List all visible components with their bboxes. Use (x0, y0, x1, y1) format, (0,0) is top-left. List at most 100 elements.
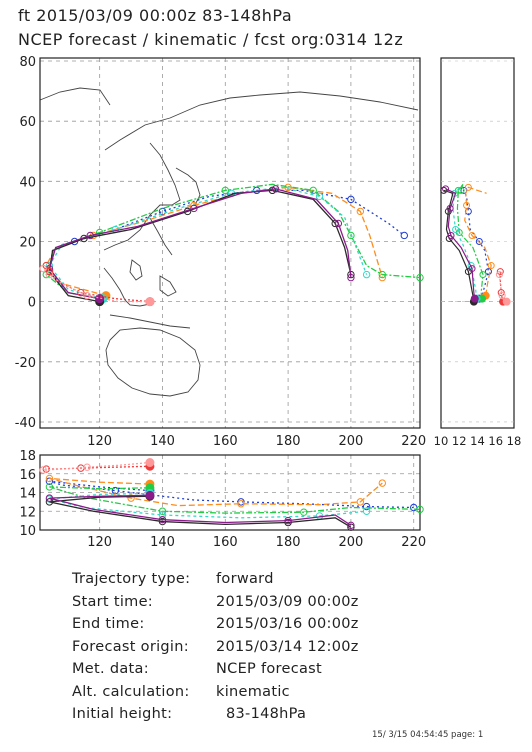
right-series-point (479, 271, 487, 279)
bottom-series-point (83, 463, 91, 471)
coastline (129, 259, 143, 281)
bottom-series-point (158, 507, 167, 515)
coastline (104, 91, 419, 151)
right-series-point (475, 237, 483, 245)
bottom-series-point (158, 517, 167, 526)
right-series-line (452, 186, 478, 299)
map-series-point (400, 231, 408, 240)
map-series-line (48, 188, 352, 300)
map-x-tick-label: 220 (401, 434, 426, 449)
info-label-alt-calc: Alt. calculation: (72, 683, 190, 700)
bottom-series-point (45, 483, 54, 491)
bottom-series-point (45, 494, 54, 502)
bottom-series-point (416, 505, 424, 514)
map-y-tick-label: 60 (19, 115, 36, 130)
map-series-point (315, 192, 324, 201)
right-series-line (462, 189, 490, 299)
map-series-point (378, 270, 387, 279)
map-series-point (284, 183, 292, 192)
bottom-y-tick-label: 18 (19, 449, 36, 464)
right-series-point (498, 292, 506, 300)
info-end-time: 2015/03/16 00:00z (216, 616, 359, 632)
map-y-tick-label: -40 (15, 416, 36, 431)
right-series-point (447, 231, 455, 239)
chart-subtitle: NCEP forecast / kinematic / fcst org:031… (18, 30, 404, 49)
bottom-series-line (49, 495, 352, 528)
right-series-point (484, 268, 492, 276)
right-series-point (496, 268, 504, 276)
bottom-series-point (284, 518, 292, 527)
right-series-point (495, 271, 503, 279)
bottom-x-tick-label: 200 (338, 535, 363, 550)
right-series-point (468, 265, 476, 273)
info-start-time: 2015/03/09 00:00z (216, 593, 359, 610)
map-series-point (158, 207, 167, 216)
bottom-y-tick-label: 10 (19, 524, 36, 539)
bottom-start-marker (145, 490, 155, 500)
map-y-tick-label: 0 (28, 296, 36, 311)
bottom-x-tick-label: 160 (213, 535, 238, 550)
map-series-point (39, 264, 47, 273)
bottom-series-line (49, 480, 414, 509)
right-series-line (443, 189, 475, 302)
right-series-point (457, 186, 465, 194)
info-alt-calc: kinematic (216, 683, 290, 700)
right-start-marker (470, 294, 479, 303)
bottom-series-line (49, 477, 383, 507)
bottom-series-point (39, 466, 47, 474)
right-x-tick-label: 10 (434, 434, 449, 448)
map-series-point (362, 270, 371, 279)
page-footer: 15/ 3/15 04:54:45 page: 1 (372, 730, 484, 740)
bottom-y-tick-label: 14 (19, 487, 36, 502)
bottom-series-point (158, 515, 167, 524)
map-series-point (334, 219, 343, 228)
map-y-tick-label: 40 (19, 175, 36, 190)
map-series-line (45, 265, 150, 303)
map-frame (39, 57, 421, 429)
right-x-tick-label: 16 (488, 434, 503, 448)
bottom-series-line (49, 486, 421, 514)
right-series-point (452, 225, 460, 233)
map-x-tick-label: 200 (338, 434, 363, 449)
right-series-point (446, 204, 454, 212)
right-x-tick-label: 18 (507, 434, 522, 448)
right-series-line (456, 183, 484, 299)
right-series-point (468, 231, 476, 239)
coastline (149, 217, 173, 256)
right-x-tick-label: 12 (452, 434, 467, 448)
info-forecast-origin: 2015/03/14 12:00z (216, 638, 359, 655)
bottom-series-point (45, 477, 54, 485)
right-series-point (497, 289, 505, 297)
right-series-point (442, 185, 450, 193)
map-series-line (48, 186, 368, 300)
right-series-point (463, 201, 471, 209)
map-series-point (416, 273, 424, 282)
trajectory-info: Trajectory type: forward Start time: 2015/… (72, 568, 359, 726)
map-x-tick-label: 180 (276, 434, 301, 449)
map-x-tick-label: 160 (213, 434, 238, 449)
info-label-forecast-origin: Forecast origin: (72, 638, 189, 655)
info-trajectory-type: forward (216, 571, 274, 587)
map-x-tick-label: 120 (87, 434, 112, 449)
right-panel-frame (440, 57, 515, 429)
map-x-tick-label: 140 (150, 434, 175, 449)
bottom-y-tick-label: 12 (19, 505, 36, 520)
map-series-point (347, 231, 355, 240)
coastline (103, 142, 181, 251)
right-series-point (467, 262, 475, 270)
map-series-line (45, 183, 421, 300)
chart-title: ft 2015/03/09 00:00z 83-148hPa (18, 6, 293, 25)
right-series-line (445, 188, 476, 299)
info-label-met-data: Met. data: (72, 661, 149, 677)
bottom-series-line (49, 494, 352, 526)
bottom-series-point (378, 479, 387, 487)
right-series-point (440, 186, 448, 194)
info-initial-height: 83-148hPa (226, 706, 307, 722)
map-series-point (347, 195, 355, 204)
right-start-marker (478, 294, 487, 303)
info-label-trajectory-type: Trajectory type: (72, 571, 191, 587)
map-series-point (77, 288, 85, 297)
bottom-series-point (347, 521, 355, 530)
bottom-series-point (111, 486, 120, 495)
